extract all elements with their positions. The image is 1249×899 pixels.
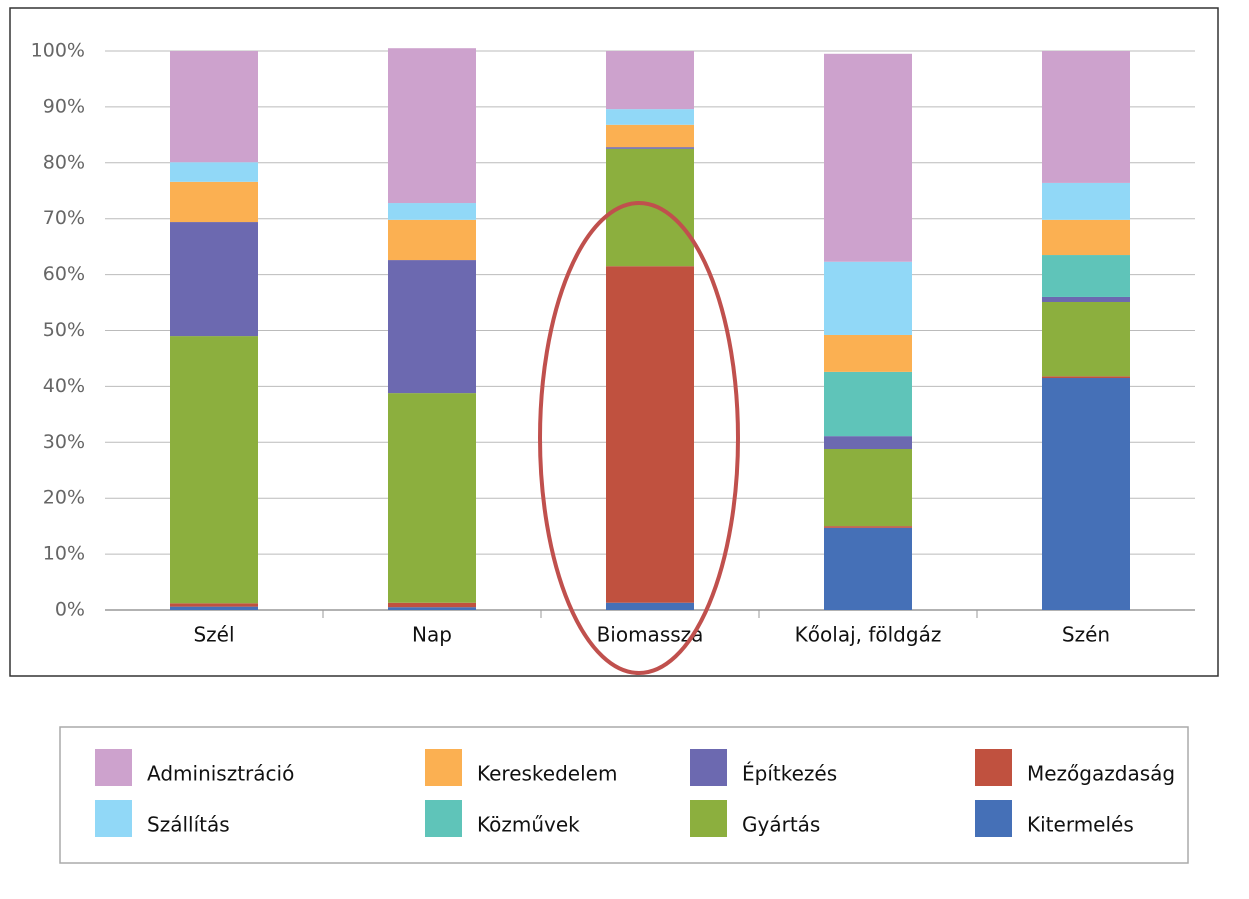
bar-segment [824,449,912,527]
y-tick-label: 30% [43,431,85,453]
bar-segment [170,181,258,223]
y-tick-label: 0% [55,599,85,621]
bar-segment [824,334,912,372]
y-tick-label: 90% [43,95,85,117]
y-tick-label: 10% [43,543,85,565]
y-tick-label: 60% [43,263,85,285]
legend-label: Mezőgazdaság [1027,762,1175,786]
bar-segment [388,602,476,608]
legend-label: Építkezés [742,762,837,786]
bar-segment [824,53,912,262]
legend-swatch [690,800,727,837]
legend-frame [59,726,1189,864]
bar-segment [1042,219,1130,256]
bar-segment [606,51,694,110]
bar-segment [388,203,476,220]
legend-swatch [95,800,132,837]
legend-label: Adminisztráció [147,762,294,786]
bar-segment [388,48,476,204]
bar-segment [606,109,694,125]
bar-segment [388,219,476,261]
bar-segment [388,607,476,610]
bar-segment [388,393,476,603]
bar-segment [170,336,258,604]
legend-label: Közművek [477,813,580,837]
bar-segment [170,222,258,337]
bar-segment [1042,378,1130,610]
x-tick-label: Kőolaj, földgáz [795,623,942,647]
y-tick-label: 20% [43,487,85,509]
legend-swatch [975,749,1012,786]
legend-swatch [95,749,132,786]
bar-segment [824,526,912,528]
bar-segment [1042,182,1130,220]
x-tick-label: Szén [1062,623,1110,647]
legend-swatch [690,749,727,786]
y-tick-label: 40% [43,375,85,397]
x-tick-label: Nap [412,623,452,647]
bar-segment [606,124,694,148]
bar-segment [824,527,912,610]
legend-swatch [425,800,462,837]
legend-label: Gyártás [742,813,820,837]
bar-segment [824,371,912,437]
legend-label: Szállítás [147,813,230,837]
bar-segment [606,147,694,149]
bar-segment [1042,51,1130,183]
bar-segment [1042,296,1130,302]
legend-label: Kereskedelem [477,762,617,786]
bar-segment [606,602,694,610]
bar-segment [1042,255,1130,297]
x-tick-label: Szél [193,623,234,647]
bar-segment [170,51,258,163]
legend-swatch [975,800,1012,837]
y-tick-label: 80% [43,151,85,173]
bar-segment [1042,376,1130,379]
bar-segment [388,260,476,394]
bar-segment [170,603,258,607]
legend-label: Kitermelés [1027,813,1134,837]
bar-segment [170,606,258,610]
bar-segment [1042,301,1130,377]
bar-segment [824,436,912,450]
highlight-ellipse [538,201,740,675]
bar-segment [824,261,912,335]
y-tick-label: 100% [31,40,85,62]
bar-segment [606,266,694,603]
bar-segment [170,162,258,182]
y-tick-label: 50% [43,319,85,341]
legend-swatch [425,749,462,786]
y-tick-label: 70% [43,207,85,229]
